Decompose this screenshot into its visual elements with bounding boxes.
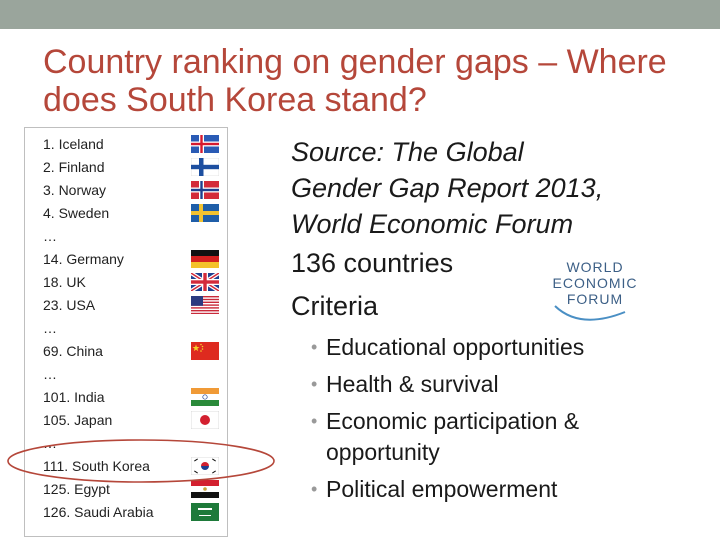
criteria-text: Educational opportunities [326,334,585,360]
source-citation: Source: The Global Gender Gap Report 201… [291,134,603,242]
ranking-label: … [43,366,57,382]
criteria-text: Economic participation & opportunity [326,408,580,465]
ranking-label: 4. Sweden [43,205,110,221]
ranking-row: 111. South Korea [43,454,229,477]
south-korea-flag-icon [191,457,219,475]
japan-flag-icon [191,411,219,429]
finland-flag-icon [191,158,219,176]
ranking-row: 2. Finland [43,155,229,178]
ranking-row: 126. Saudi Arabia [43,500,229,523]
ranking-label: 3. Norway [43,182,107,198]
criteria-list: • Educational opportunities • Health & sur… [311,332,691,511]
ranking-label: 2. Finland [43,159,105,175]
usa-flag-icon [191,296,219,314]
ranking-label: 69. China [43,343,103,359]
ranking-row: 125. Egypt [43,477,229,500]
source-line: Source: The Global [291,137,524,167]
uk-flag-icon [191,273,219,291]
ranking-row: 18. UK [43,270,229,293]
ranking-row: 4. Sweden [43,201,229,224]
ranking-row: … [43,316,229,339]
wef-logo-icon: WORLD ECONOMIC FORUM [553,259,638,321]
ranking-label: 101. India [43,389,105,405]
ranking-label: 126. Saudi Arabia [43,504,154,520]
wef-logo-line-2: ECONOMIC [553,275,638,291]
criteria-item: • Health & survival [311,369,691,400]
ranking-label: 23. USA [43,297,96,313]
criteria-item: • Political empowerment [311,474,691,505]
criteria-text: Health & survival [326,371,499,397]
criteria-item: • Economic participation & opportunity [311,406,636,468]
bullet-icon: • [311,337,318,357]
bullet-icon: • [311,479,318,499]
world-economic-forum-logo: WORLD ECONOMIC FORUM [525,250,655,330]
bullet-icon: • [311,411,318,431]
sweden-flag-icon [191,204,219,222]
germany-flag-icon [191,250,219,268]
criteria-heading: Criteria [291,291,379,321]
ranking-label: 105. Japan [43,412,113,428]
criteria-text: Political empowerment [326,476,558,502]
ranking-row: 69. China [43,339,229,362]
source-line: Gender Gap Report 2013, [291,173,604,203]
country-count: 136 countries [291,248,454,278]
slide-title: Country ranking on gender gaps – Where d… [43,43,667,119]
wef-logo-line-3: FORUM [567,291,623,307]
ranking-label: 111. South Korea [43,458,150,474]
top-accent-bar [0,0,720,29]
bullet-icon: • [311,374,318,394]
ranking-row: 105. Japan [43,408,229,431]
ranking-label: 14. Germany [43,251,124,267]
china-flag-icon [191,342,219,360]
south-korea-highlight-ellipse [7,439,275,483]
ranking-list: 1. Iceland 2. Finland 3. Norway 4. Swede… [24,127,228,537]
ranking-row: 3. Norway [43,178,229,201]
ranking-label: … [43,320,57,336]
ranking-row: … [43,224,229,247]
ranking-label: 125. Egypt [43,481,110,497]
wef-logo-line-1: WORLD [566,259,623,275]
ranking-row: 1. Iceland [43,132,229,155]
ranking-row: 23. USA [43,293,229,316]
ranking-row: 101. India [43,385,229,408]
india-flag-icon [191,388,219,406]
ranking-row: 14. Germany [43,247,229,270]
saudi-arabia-flag-icon [191,503,219,521]
criteria-item: • Educational opportunities [311,332,691,363]
norway-flag-icon [191,181,219,199]
egypt-flag-icon [191,480,219,498]
ranking-row: … [43,362,229,385]
ranking-label: 18. UK [43,274,86,290]
source-line: World Economic Forum [291,209,574,239]
ranking-label: 1. Iceland [43,136,104,152]
ranking-label: … [43,228,57,244]
iceland-flag-icon [191,135,219,153]
